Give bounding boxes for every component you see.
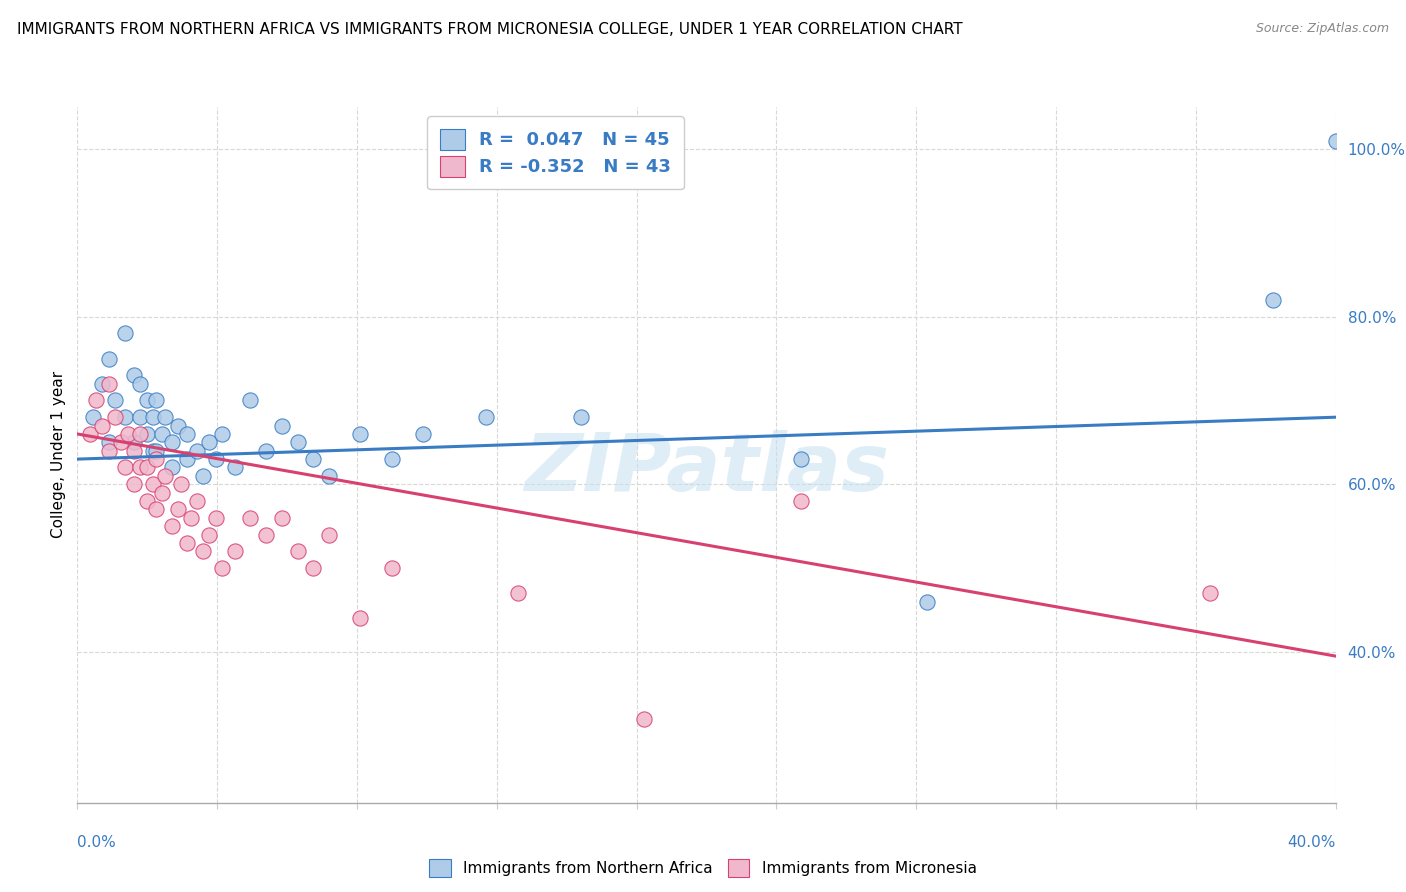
Point [318, 468, 340, 483]
Point [129, 410, 152, 425]
Point [569, 410, 592, 425]
Text: 0.0%: 0.0% [77, 836, 117, 850]
Point [114, 326, 136, 341]
Point [145, 393, 167, 408]
Point [270, 510, 292, 524]
Point [155, 468, 177, 483]
Point [254, 527, 277, 541]
Point [191, 544, 215, 558]
Point [287, 435, 309, 450]
Text: Source: ZipAtlas.com: Source: ZipAtlas.com [1256, 22, 1389, 36]
Point [167, 418, 190, 433]
Point [302, 561, 325, 575]
Point [97, 435, 120, 450]
Point [915, 594, 938, 608]
Point [211, 427, 233, 442]
Point [170, 477, 193, 491]
Point [239, 393, 262, 408]
Point [91, 376, 114, 391]
Point [198, 527, 221, 541]
Point [84, 393, 107, 408]
Point [318, 527, 340, 541]
Point [186, 494, 208, 508]
Point [142, 477, 165, 491]
Point [145, 443, 167, 458]
Point [160, 460, 183, 475]
Point [633, 712, 655, 726]
Point [104, 410, 127, 425]
Point [349, 427, 371, 442]
Point [97, 443, 120, 458]
Point [150, 427, 173, 442]
Point [204, 452, 226, 467]
Point [135, 494, 157, 508]
Point [79, 427, 101, 442]
Point [145, 502, 167, 516]
Point [176, 536, 198, 550]
Point [160, 519, 183, 533]
Point [167, 502, 190, 516]
Point [145, 452, 167, 467]
Point [287, 544, 309, 558]
Point [176, 427, 198, 442]
Point [270, 418, 292, 433]
Text: 40.0%: 40.0% [1288, 836, 1336, 850]
Y-axis label: College, Under 1 year: College, Under 1 year [51, 371, 66, 539]
Point [122, 443, 145, 458]
Point [506, 586, 529, 600]
Point [110, 435, 132, 450]
Point [129, 427, 152, 442]
Point [790, 494, 813, 508]
Point [224, 544, 246, 558]
Legend: R =  0.047   N = 45, R = -0.352   N = 43: R = 0.047 N = 45, R = -0.352 N = 43 [427, 116, 683, 189]
Point [129, 460, 152, 475]
Point [211, 561, 233, 575]
Point [122, 477, 145, 491]
Point [1198, 586, 1220, 600]
Point [349, 611, 371, 625]
Point [224, 460, 246, 475]
Point [114, 410, 136, 425]
Point [191, 468, 215, 483]
Point [186, 443, 208, 458]
Point [104, 393, 127, 408]
Point [790, 452, 813, 467]
Point [198, 435, 221, 450]
Point [1324, 134, 1347, 148]
Point [381, 452, 404, 467]
Point [135, 427, 157, 442]
Point [117, 427, 139, 442]
Point [176, 452, 198, 467]
Point [180, 510, 202, 524]
Point [1261, 293, 1284, 307]
Point [160, 435, 183, 450]
Point [239, 510, 262, 524]
Point [91, 418, 114, 433]
Point [475, 410, 498, 425]
Point [114, 460, 136, 475]
Point [254, 443, 277, 458]
Point [97, 376, 120, 391]
Point [129, 376, 152, 391]
Text: IMMIGRANTS FROM NORTHERN AFRICA VS IMMIGRANTS FROM MICRONESIA COLLEGE, UNDER 1 Y: IMMIGRANTS FROM NORTHERN AFRICA VS IMMIG… [17, 22, 963, 37]
Text: ZIPatlas: ZIPatlas [524, 430, 889, 508]
Point [142, 410, 165, 425]
Point [135, 460, 157, 475]
Point [82, 410, 104, 425]
Point [135, 393, 157, 408]
Point [122, 368, 145, 383]
Point [150, 485, 173, 500]
Point [302, 452, 325, 467]
Point [155, 410, 177, 425]
Legend: Immigrants from Northern Africa, Immigrants from Micronesia: Immigrants from Northern Africa, Immigra… [422, 852, 984, 884]
Point [97, 351, 120, 366]
Point [122, 435, 145, 450]
Point [381, 561, 404, 575]
Point [412, 427, 434, 442]
Point [142, 443, 165, 458]
Point [204, 510, 226, 524]
